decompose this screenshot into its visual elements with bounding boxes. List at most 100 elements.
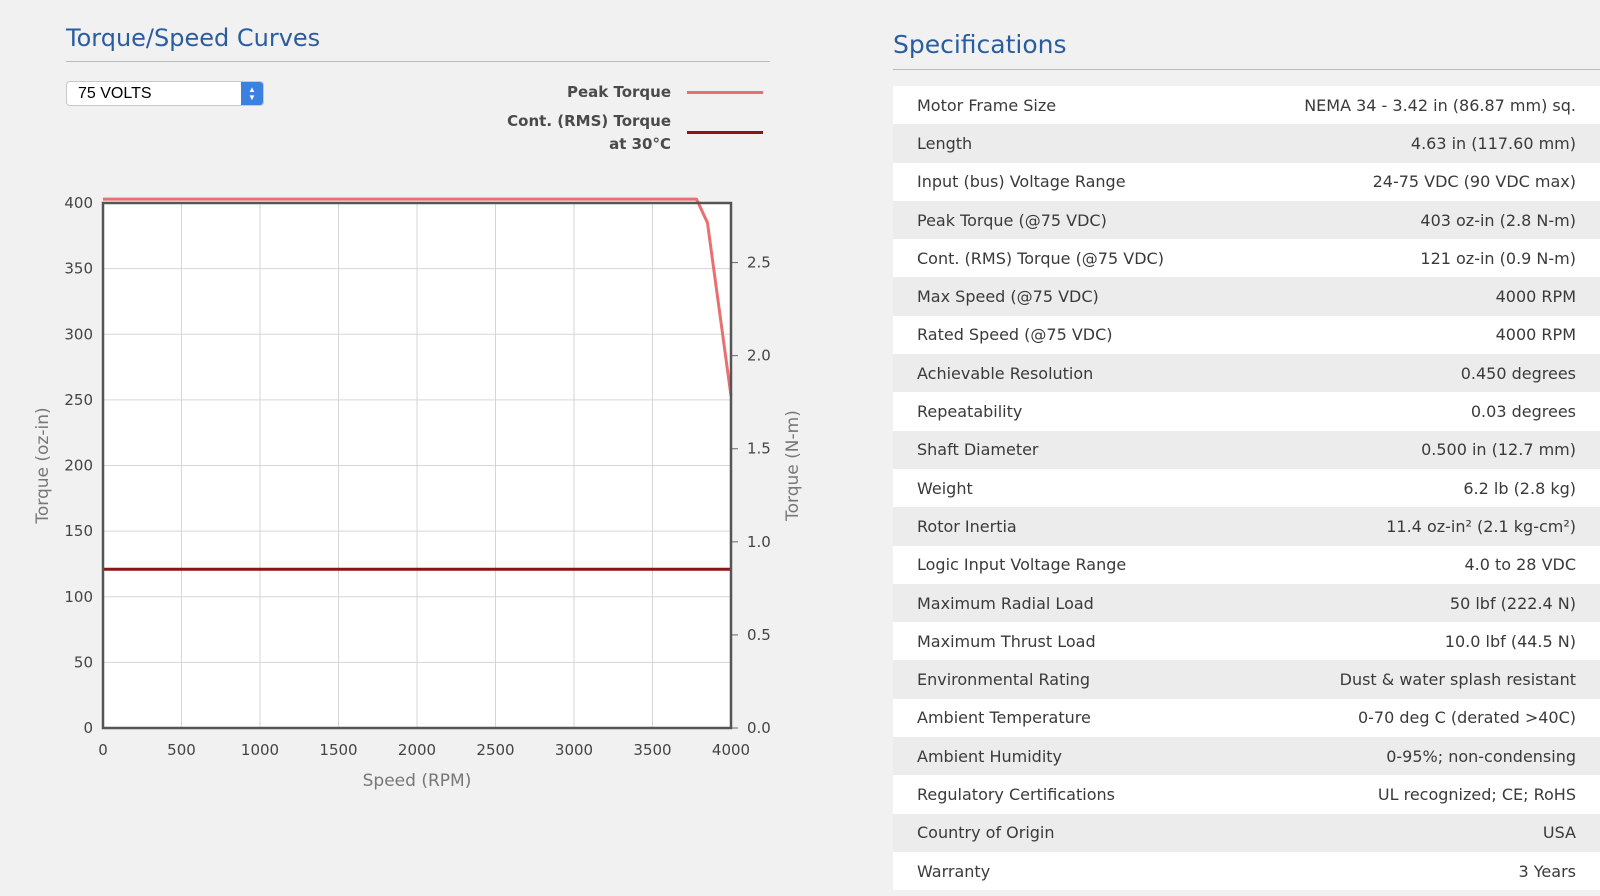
spec-label: Logic Input Voltage Range: [917, 555, 1127, 575]
spec-value: 3 Years: [1518, 861, 1576, 881]
spec-value: 24-75 VDC (90 VDC max): [1372, 172, 1576, 192]
spec-row: Shaft Diameter 0.500 in (12.7 mm): [893, 430, 1600, 469]
spec-value: UL recognized; CE; RoHS: [1377, 784, 1576, 804]
spec-label: Weight: [917, 478, 973, 498]
spec-value: 4000 RPM: [1495, 287, 1576, 307]
spec-value: 10.0 lbf (44.5 N): [1444, 631, 1576, 651]
spec-value: 0.500 in (12.7 mm): [1421, 440, 1576, 460]
title-divider: [893, 69, 1600, 70]
y2-axis-label: Torque (N-m): [783, 410, 803, 522]
spec-row: Environmental Rating Dust & water splash …: [893, 660, 1600, 699]
y2-tick-label: 0.5: [747, 626, 771, 644]
spec-value: NEMA 34 - 3.42 in (86.87 mm) sq.: [1304, 95, 1576, 115]
spec-row: Peak Torque (@75 VDC) 403 oz-in (2.8 N-m): [893, 200, 1600, 240]
spec-value: USA: [1542, 823, 1576, 843]
select-arrows-icon: ▲ ▼: [241, 82, 263, 105]
spec-label: Rated Speed (@75 VDC): [917, 325, 1113, 345]
spec-value: 0.03 degrees: [1470, 402, 1576, 422]
plot-frame: [101, 201, 733, 730]
x-axis-label: Speed (RPM): [363, 771, 472, 791]
spec-label: Regulatory Certifications: [917, 784, 1115, 804]
y2-tick-label: 2.5: [747, 254, 771, 272]
x-tick-label: 3000: [555, 741, 593, 759]
title-divider: [66, 61, 770, 62]
spec-row: Ambient Humidity 0-95%; non-condensing: [893, 737, 1600, 776]
spec-label: Ambient Temperature: [917, 708, 1091, 728]
y2-tick-label: 1.0: [747, 533, 771, 551]
spec-row: Maximum Radial Load 50 lbf (222.4 N): [893, 583, 1600, 623]
x-tick-label: 2500: [476, 741, 514, 759]
spec-label: Warranty: [917, 861, 991, 881]
spec-row: Regulatory Certifications UL recognized; …: [893, 775, 1600, 814]
spec-label: Cont. (RMS) Torque (@75 VDC): [917, 248, 1164, 268]
spec-row: Ambient Temperature 0-70 deg C (derated >…: [893, 698, 1600, 738]
spec-value: 11.4 oz-in² (2.1 kg-cm²): [1386, 516, 1576, 536]
torque-speed-chart: 0 500 1000 1500 2000 2500 3000 3500 4000 0 50 100 15…: [33, 194, 803, 791]
spec-value: Dust & water splash resistant: [1339, 670, 1576, 690]
spec-label: Environmental Rating: [917, 670, 1091, 690]
series-line: [103, 197, 733, 397]
spec-value: 0.450 degrees: [1460, 363, 1576, 383]
spec-label: Maximum Thrust Load: [917, 631, 1096, 651]
spec-row: Warranty 3 Years: [893, 851, 1600, 891]
voltage-select[interactable]: 75 VOLTS ▲ ▼: [66, 81, 264, 106]
spec-row: Country of Origin USA: [893, 813, 1600, 852]
specifications-table: Motor Frame Size NEMA 34 - 3.42 in (86.87…: [893, 86, 1600, 891]
y2-tick-label: 2.0: [747, 347, 771, 365]
spec-label: Maximum Radial Load: [917, 593, 1094, 613]
spec-row: Length 4.63 in (117.60 mm): [893, 124, 1600, 163]
spec-row: Logic Input Voltage Range 4.0 to 28 VDC: [893, 545, 1600, 584]
legend-peak-torque-label: Peak Torque: [566, 83, 671, 101]
legend-cont-torque-swatch: [687, 131, 763, 134]
spec-value: 50 lbf (222.4 N): [1449, 593, 1576, 613]
spec-label: Ambient Humidity: [917, 746, 1063, 766]
y-tick-label: 100: [64, 588, 93, 606]
y-tick-label: 400: [64, 194, 93, 212]
spec-value: 0-95%; non-condensing: [1386, 746, 1576, 766]
y2-tick-label: 1.5: [747, 440, 771, 458]
spec-label: Repeatability: [917, 402, 1023, 422]
legend-peak-torque-swatch: [687, 91, 763, 94]
spec-value: 403 oz-in (2.8 N-m): [1420, 210, 1576, 230]
spec-label: Max Speed (@75 VDC): [917, 287, 1099, 307]
y-tick-label: 300: [64, 325, 93, 343]
y-tick-label: 350: [64, 260, 93, 278]
spec-value: 0-70 deg C (derated >40C): [1357, 708, 1576, 728]
x-tick-label: 1000: [241, 741, 279, 759]
spec-value: 121 oz-in (0.9 N-m): [1420, 248, 1576, 268]
spec-row: Max Speed (@75 VDC) 4000 RPM: [893, 277, 1600, 316]
spec-row: Input (bus) Voltage Range 24-75 VDC (90 V…: [893, 162, 1600, 201]
spec-label: Rotor Inertia: [917, 516, 1017, 536]
spec-label: Motor Frame Size: [917, 95, 1057, 115]
spec-label: Length: [917, 133, 973, 153]
x-tick-label: 4000: [712, 741, 750, 759]
y2-tick-label: 0.0: [747, 719, 771, 737]
spec-label: Shaft Diameter: [917, 440, 1039, 460]
spec-row: Rotor Inertia 11.4 oz-in² (2.1 kg-cm²): [893, 507, 1600, 546]
y-axis-label: Torque (oz-in): [33, 407, 53, 524]
y-tick-label: 0: [83, 719, 93, 737]
x-tick-label: 3500: [633, 741, 671, 759]
torque-curves-title: Torque/Speed Curves: [66, 24, 321, 52]
legend-cont-torque-label: Cont. (RMS) Torque at 30°C: [507, 112, 671, 153]
spec-label: Country of Origin: [917, 823, 1055, 843]
y-tick-label: 150: [64, 522, 93, 540]
spec-value: 4.63 in (117.60 mm): [1410, 133, 1576, 153]
spec-row: Weight 6.2 lb (2.8 kg): [893, 468, 1600, 508]
spec-label: Peak Torque (@75 VDC): [917, 210, 1107, 230]
spec-value: 4.0 to 28 VDC: [1464, 555, 1576, 575]
spec-value: 4000 RPM: [1495, 325, 1576, 345]
spec-row: Achievable Resolution 0.450 degrees: [893, 354, 1600, 393]
y-tick-label: 250: [64, 391, 93, 409]
x-tick-label: 0: [98, 741, 108, 759]
voltage-select-value: 75 VOLTS: [78, 85, 152, 102]
x-tick-label: 500: [167, 741, 196, 759]
spec-row: Cont. (RMS) Torque (@75 VDC) 121 oz-in (0…: [893, 239, 1600, 278]
specifications-title: Specifications: [893, 30, 1067, 59]
spec-row: Motor Frame Size NEMA 34 - 3.42 in (86.87…: [893, 86, 1600, 125]
spec-row: Rated Speed (@75 VDC) 4000 RPM: [893, 315, 1600, 355]
spec-value: 6.2 lb (2.8 kg): [1463, 478, 1576, 498]
y-tick-label: 50: [74, 653, 93, 671]
x-tick-label: 1500: [319, 741, 357, 759]
spec-label: Achievable Resolution: [917, 363, 1094, 383]
